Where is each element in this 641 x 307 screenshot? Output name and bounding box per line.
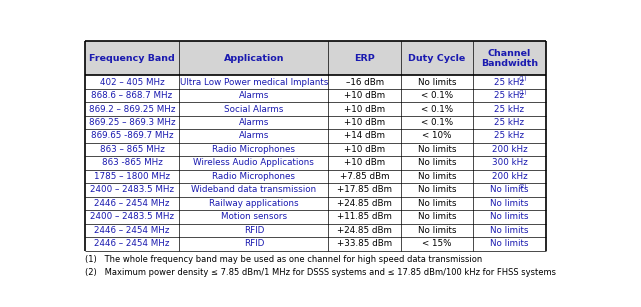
Text: No limits: No limits xyxy=(418,212,456,221)
Text: +11.85 dBm: +11.85 dBm xyxy=(337,212,392,221)
Text: No limits: No limits xyxy=(490,226,529,235)
Text: 2400 – 2483.5 MHz: 2400 – 2483.5 MHz xyxy=(90,185,174,194)
Text: (1): (1) xyxy=(518,76,527,81)
Text: 25 kHz: 25 kHz xyxy=(494,91,524,100)
Text: 200 kHz: 200 kHz xyxy=(492,145,528,154)
Text: +10 dBm: +10 dBm xyxy=(344,91,385,100)
Text: 868.6 – 868.7 MHz: 868.6 – 868.7 MHz xyxy=(92,91,172,100)
Text: No limits: No limits xyxy=(418,172,456,181)
Text: 200 kHz: 200 kHz xyxy=(492,172,528,181)
Text: 2446 – 2454 MHz: 2446 – 2454 MHz xyxy=(94,239,170,248)
Text: +17.85 dBm: +17.85 dBm xyxy=(337,185,392,194)
Text: 863 -865 MHz: 863 -865 MHz xyxy=(101,158,162,167)
Text: 869.2 – 869.25 MHz: 869.2 – 869.25 MHz xyxy=(88,104,175,114)
Text: –16 dBm: –16 dBm xyxy=(345,78,384,87)
Text: (2): (2) xyxy=(518,184,527,189)
Text: Wideband data transmission: Wideband data transmission xyxy=(191,185,317,194)
Text: RFID: RFID xyxy=(244,239,264,248)
Text: No limits: No limits xyxy=(490,239,529,248)
Text: Social Alarms: Social Alarms xyxy=(224,104,283,114)
Text: +24.85 dBm: +24.85 dBm xyxy=(337,226,392,235)
Text: 869.25 – 869.3 MHz: 869.25 – 869.3 MHz xyxy=(88,118,175,127)
Text: Frequency Band: Frequency Band xyxy=(89,54,175,63)
Text: 25 kHz: 25 kHz xyxy=(494,78,524,87)
Text: Motion sensors: Motion sensors xyxy=(221,212,287,221)
Text: +10 dBm: +10 dBm xyxy=(344,104,385,114)
Text: Alarms: Alarms xyxy=(238,91,269,100)
Text: RFID: RFID xyxy=(244,226,264,235)
Text: 863 – 865 MHz: 863 – 865 MHz xyxy=(99,145,165,154)
Text: No limits: No limits xyxy=(418,199,456,208)
Text: 25 kHz: 25 kHz xyxy=(494,131,524,141)
Text: +10 dBm: +10 dBm xyxy=(344,158,385,167)
Text: Alarms: Alarms xyxy=(238,118,269,127)
Text: No limits: No limits xyxy=(418,226,456,235)
Text: < 0.1%: < 0.1% xyxy=(421,104,453,114)
Text: Channel
Bandwidth: Channel Bandwidth xyxy=(481,49,538,68)
Text: (1)   The whole frequency band may be used as one channel for high speed data tr: (1) The whole frequency band may be used… xyxy=(85,255,482,264)
Text: No limits: No limits xyxy=(418,78,456,87)
Text: Radio Microphones: Radio Microphones xyxy=(212,172,296,181)
Text: (2)   Maximum power density ≤ 7.85 dBm/1 MHz for DSSS systems and ≤ 17.85 dBm/10: (2) Maximum power density ≤ 7.85 dBm/1 M… xyxy=(85,268,556,277)
Text: +14 dBm: +14 dBm xyxy=(344,131,385,141)
Text: No limits: No limits xyxy=(418,185,456,194)
Text: +7.85 dBm: +7.85 dBm xyxy=(340,172,390,181)
Text: 402 – 405 MHz: 402 – 405 MHz xyxy=(99,78,164,87)
Text: < 0.1%: < 0.1% xyxy=(421,91,453,100)
Text: Radio Microphones: Radio Microphones xyxy=(212,145,296,154)
Text: No limits: No limits xyxy=(490,212,529,221)
Text: +24.85 dBm: +24.85 dBm xyxy=(337,199,392,208)
Text: 2400 – 2483.5 MHz: 2400 – 2483.5 MHz xyxy=(90,212,174,221)
Text: +10 dBm: +10 dBm xyxy=(344,145,385,154)
Text: Alarms: Alarms xyxy=(238,131,269,141)
Text: +10 dBm: +10 dBm xyxy=(344,118,385,127)
Bar xyxy=(85,41,545,75)
Text: Application: Application xyxy=(224,54,284,63)
Text: < 10%: < 10% xyxy=(422,131,452,141)
Text: 25 kHz: 25 kHz xyxy=(494,104,524,114)
Text: No limits: No limits xyxy=(418,158,456,167)
Text: < 0.1%: < 0.1% xyxy=(421,118,453,127)
Text: Duty Cycle: Duty Cycle xyxy=(408,54,466,63)
Text: Ultra Low Power medical Implants: Ultra Low Power medical Implants xyxy=(179,78,328,87)
Text: Wireless Audio Applications: Wireless Audio Applications xyxy=(194,158,314,167)
Text: No limits: No limits xyxy=(490,199,529,208)
Text: +33.85 dBm: +33.85 dBm xyxy=(337,239,392,248)
Text: 869.65 -869.7 MHz: 869.65 -869.7 MHz xyxy=(90,131,173,141)
Text: (1): (1) xyxy=(518,90,527,95)
Text: Railway applications: Railway applications xyxy=(209,199,299,208)
Text: 25 kHz: 25 kHz xyxy=(494,118,524,127)
Text: ERP: ERP xyxy=(354,54,375,63)
Text: 2446 – 2454 MHz: 2446 – 2454 MHz xyxy=(94,226,170,235)
Text: 2446 – 2454 MHz: 2446 – 2454 MHz xyxy=(94,199,170,208)
Text: No limits: No limits xyxy=(418,145,456,154)
Text: 300 kHz: 300 kHz xyxy=(492,158,528,167)
Text: < 15%: < 15% xyxy=(422,239,452,248)
Text: No limits: No limits xyxy=(490,185,529,194)
Text: 1785 – 1800 MHz: 1785 – 1800 MHz xyxy=(94,172,170,181)
